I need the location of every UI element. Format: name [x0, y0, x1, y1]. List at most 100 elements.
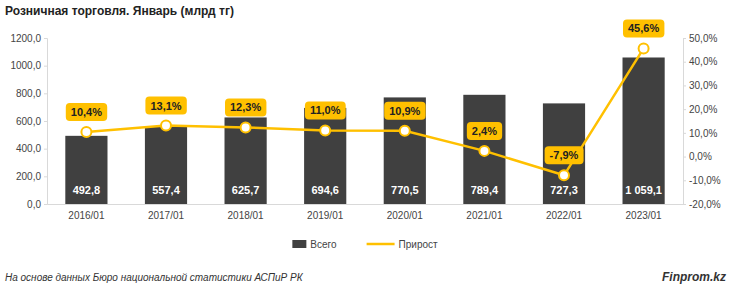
bar [304, 108, 346, 204]
tick-label: -20,0% [689, 199, 721, 210]
legend-label: Прирост [399, 239, 438, 250]
marker [320, 125, 330, 135]
label-background [467, 122, 502, 140]
tick: 2021/01 [466, 204, 503, 221]
data-label: 2,4% [472, 125, 497, 137]
axis: -20,0% -10,0% 0,0% 10,0% 20,0% 30,0% 40,0% 50,0… [683, 33, 721, 210]
tick: 200,0 [16, 171, 47, 182]
label-background [545, 146, 584, 164]
tick: 2018/01 [228, 204, 265, 221]
tick-label: 2020/01 [387, 210, 424, 221]
legend: Всего Прирост [292, 239, 438, 250]
tick: 2022/01 [546, 204, 583, 221]
tick-label: 0,0% [689, 151, 712, 162]
bar [543, 103, 585, 204]
data-label-box: 13,1% [145, 97, 186, 115]
line [86, 48, 643, 175]
bar [463, 95, 505, 204]
tick-label: 2022/01 [546, 210, 583, 221]
marker [241, 122, 251, 132]
tick-label: 40,0% [689, 56, 717, 67]
label-background [623, 19, 664, 37]
tick: 30,0% [683, 80, 717, 91]
tick-label: 2018/01 [228, 210, 265, 221]
tick-label: 600,0 [16, 116, 41, 127]
tick-mark [44, 66, 47, 67]
tick-mark [44, 176, 47, 177]
data-label: 557,4 [152, 184, 180, 196]
tick-mark [683, 85, 686, 86]
marker [81, 127, 91, 137]
tick: -20,0% [683, 199, 721, 210]
tick: 600,0 [16, 116, 47, 127]
marker [479, 146, 489, 156]
data-label: 789,4 [471, 184, 499, 196]
data-label-box: 10,9% [384, 102, 425, 120]
data-label: 45,6% [628, 22, 659, 34]
tick-mark [44, 149, 47, 150]
tick-mark [44, 93, 47, 94]
data-label-box: 12,3% [225, 98, 266, 116]
tick-label: 200,0 [16, 171, 41, 182]
data-label: 727,3 [550, 184, 578, 196]
tick: 20,0% [683, 104, 717, 115]
annotation: На основе данных Бюро национальной стати… [5, 272, 304, 283]
tick: 2020/01 [387, 204, 424, 221]
tick: 2023/01 [626, 204, 663, 221]
tick: 40,0% [683, 56, 717, 67]
tick: 10,0% [683, 128, 717, 139]
tick: 0,0% [683, 151, 712, 162]
axis-line [48, 204, 684, 205]
tick-mark [683, 62, 686, 63]
tick-mark [683, 180, 686, 181]
label-background [145, 97, 186, 115]
data-label: 1 059,1 [625, 184, 662, 196]
data-label: 492,8 [73, 184, 101, 196]
legend-item: Прирост [367, 239, 438, 250]
tick-mark [44, 38, 47, 39]
bar [225, 117, 267, 204]
tick-mark [683, 109, 686, 110]
tick-label: 30,0% [689, 80, 717, 91]
label-background [384, 102, 425, 120]
labels: 492,8557,4625,7694,6770,5789,4727,31 059… [66, 19, 665, 196]
bar [623, 57, 665, 204]
tick-label: -10,0% [689, 175, 721, 186]
annotation: Finprom.kz [662, 270, 726, 284]
tick-label: 2021/01 [466, 210, 503, 221]
tick-label: 400,0 [16, 143, 41, 154]
chart: Розничная торговля. Январь (млрд тг)0,02… [0, 0, 731, 288]
data-label: 625,7 [232, 184, 260, 196]
tick: 0,0 [27, 199, 47, 210]
bar [65, 136, 107, 204]
tick-label: 1000,0 [10, 60, 41, 71]
tick-label: 50,0% [689, 33, 717, 44]
tick-label: 10,0% [689, 128, 717, 139]
data-label-box: 2,4% [467, 122, 502, 140]
tick-label: 1200,0 [10, 33, 41, 44]
axis: 0,0 200,0 400,0 600,0 800,0 1000,0 1200,0 [10, 33, 47, 210]
data-label: 11,0% [310, 104, 341, 116]
legend-swatch [367, 243, 395, 246]
tick: 1000,0 [10, 60, 47, 71]
legend-label: Всего [310, 239, 337, 250]
tick-label: 2019/01 [307, 210, 344, 221]
tick-label: 800,0 [16, 88, 41, 99]
data-label: 13,1% [150, 100, 181, 112]
data-label-box: 10,4% [66, 103, 107, 121]
tick: 2016/01 [68, 204, 105, 221]
tick-label: 2017/01 [148, 210, 185, 221]
label-background [66, 103, 107, 121]
bar [384, 97, 426, 204]
tick-label: 2016/01 [68, 210, 105, 221]
tick: 1200,0 [10, 33, 47, 44]
axis-line [44, 39, 48, 205]
tick: 800,0 [16, 88, 47, 99]
data-label: 770,5 [391, 184, 419, 196]
data-label: 12,3% [230, 101, 261, 113]
label-background [305, 101, 346, 119]
tick-mark [44, 121, 47, 122]
marker [639, 43, 649, 53]
tick: -10,0% [683, 175, 721, 186]
data-label-box: -7,9% [545, 146, 584, 164]
